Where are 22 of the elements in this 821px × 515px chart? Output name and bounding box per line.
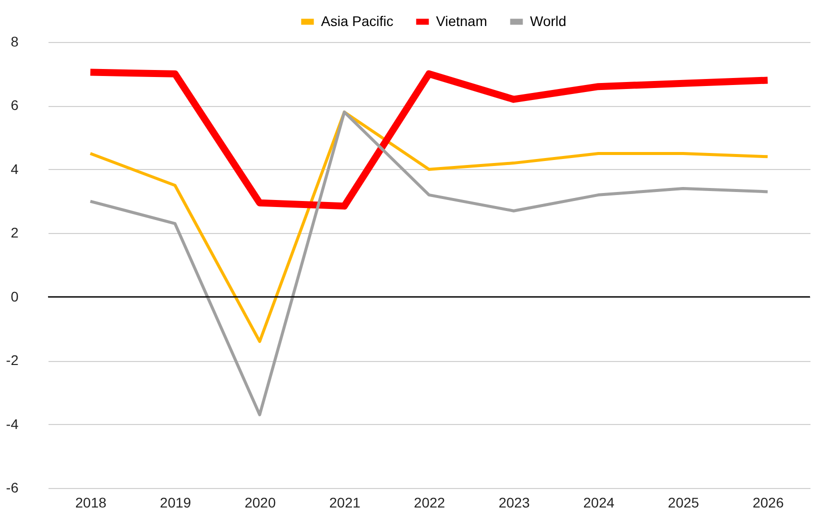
y-tick-label: -2 xyxy=(6,352,19,368)
legend-label: Vietnam xyxy=(436,12,488,29)
y-tick-label: 0 xyxy=(10,288,19,304)
x-tick-label: 2024 xyxy=(583,494,615,510)
x-tick-label: 2022 xyxy=(414,494,446,510)
line-series xyxy=(88,110,770,343)
y-tick-label: 4 xyxy=(10,160,19,177)
y-tick-label: -4 xyxy=(6,416,19,432)
x-tick-label: 2020 xyxy=(244,494,276,510)
x-tick-label: 2025 xyxy=(668,494,700,510)
x-tick-label: 2021 xyxy=(329,494,361,510)
y-tick-label: 6 xyxy=(10,97,19,114)
legend-label: World xyxy=(530,12,566,29)
y-tick-label: 8 xyxy=(10,34,19,50)
line-series xyxy=(88,110,770,416)
y-tick-label: 2 xyxy=(10,224,19,241)
x-tick-label: 2026 xyxy=(752,494,784,510)
y-tick-label: -6 xyxy=(6,480,19,496)
x-tick-label: 2018 xyxy=(75,494,107,510)
legend-label: Asia Pacific xyxy=(321,12,394,29)
x-tick-label: 2019 xyxy=(160,494,192,510)
x-tick-label: 2023 xyxy=(498,494,530,510)
